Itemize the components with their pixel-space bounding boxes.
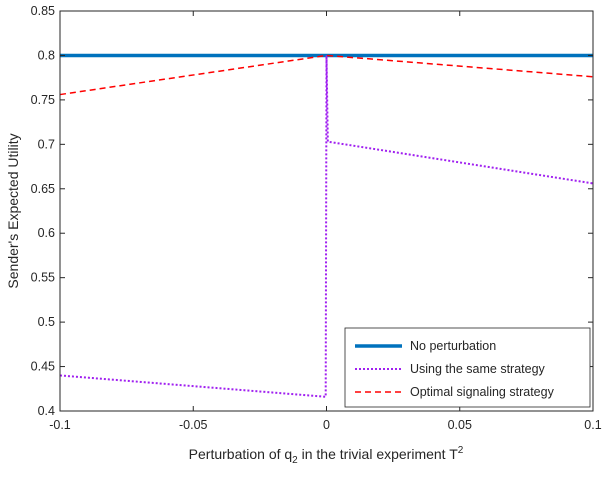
x-tick-label: 0.1: [584, 418, 601, 432]
series-line-2: [59, 55, 594, 398]
x-tick-label: -0.05: [179, 418, 208, 432]
y-tick-label: 0.65: [31, 182, 55, 196]
y-tick-label: 0.5: [38, 315, 55, 329]
x-tick-label: 0.05: [448, 418, 472, 432]
y-tick-label: 0.7: [38, 137, 55, 151]
y-tick-label: 0.8: [38, 48, 55, 62]
y-tick-label: 0.6: [38, 226, 55, 240]
plot-frame: [59, 10, 594, 412]
legend-label-same-strategy: Using the same strategy: [410, 362, 546, 376]
x-tick-label: -0.1: [49, 418, 71, 432]
y-tick-label: 0.55: [31, 271, 55, 285]
x-tick-label: 0: [323, 418, 330, 432]
x-axis-label: Perturbation of q2 in the trivial experi…: [189, 445, 464, 466]
y-tick-label: 0.85: [31, 4, 55, 18]
y-axis-label: Sender's Expected Utility: [5, 133, 21, 288]
legend-label-optimal-signaling: Optimal signaling strategy: [410, 385, 555, 399]
series-layer: [59, 53, 594, 398]
legend-label-no-perturbation: No perturbation: [410, 339, 496, 353]
y-tick-label: 0.75: [31, 93, 55, 107]
y-tick-label: 0.4: [38, 404, 55, 418]
y-tick-label: 0.45: [31, 360, 55, 374]
legend: No perturbation Using the same strategy …: [344, 327, 591, 408]
legend-box: [344, 327, 591, 408]
